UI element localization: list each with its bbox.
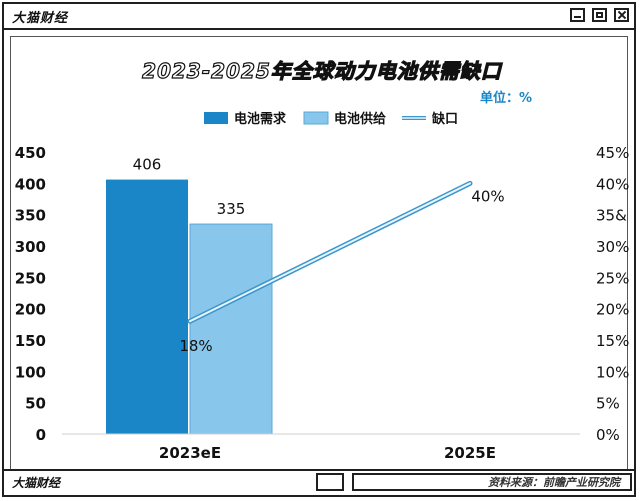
unit-label: 单位：% — [480, 90, 532, 106]
bottom-title: 大猫财经 — [12, 476, 61, 490]
chart: 2023-2025年全球动力电池供需缺口 单位：% 电池需求 电池供给 缺口 0 50… — [15, 58, 630, 462]
right-tick-label: 45% — [596, 144, 629, 162]
left-tick-label: 350 — [15, 207, 46, 225]
right-tick-label: 5% — [596, 395, 620, 413]
bottom-box-small — [316, 473, 344, 491]
app-title: 大猫财经 — [12, 11, 69, 26]
bar-demand — [106, 179, 188, 434]
right-tick-label: 0% — [596, 426, 620, 444]
right-tick-label: 35& — [596, 207, 627, 225]
right-tick-label: 15% — [596, 332, 629, 350]
right-tick-label: 20% — [596, 301, 629, 319]
gap-line — [189, 182, 471, 323]
right-tick-label: 30% — [596, 238, 629, 256]
left-tick-label: 250 — [15, 269, 46, 287]
line-data-label: 40% — [471, 187, 504, 205]
maximize-button[interactable] — [592, 8, 607, 22]
left-tick-label: 300 — [15, 238, 46, 256]
bottom-box-wide — [352, 473, 632, 491]
bar-supply — [189, 223, 273, 435]
close-button[interactable] — [614, 8, 629, 22]
x-tick-label: 2025E — [444, 444, 496, 462]
left-tick-label: 150 — [15, 332, 46, 350]
left-tick-label: 450 — [15, 144, 46, 162]
left-tick-label: 200 — [15, 301, 46, 319]
right-tick-label: 40% — [596, 175, 629, 193]
right-axis: 0% 5% 10% 15% 20% 25% 30% 35&40% 45% — [596, 144, 629, 444]
x-tick-label: 2023eE — [159, 444, 221, 462]
bar-data-label: 335 — [217, 200, 246, 218]
left-tick-label: 400 — [15, 175, 46, 193]
title-bar: 大猫财经 — [4, 4, 634, 30]
legend-swatch — [204, 112, 228, 124]
left-tick-label: 0 — [36, 426, 46, 444]
right-tick-label: 10% — [596, 363, 629, 381]
legend: 电池需求 电池供给 缺口 — [204, 111, 458, 127]
legend-label: 电池需求 — [234, 111, 287, 127]
minimize-button[interactable] — [570, 8, 585, 22]
source-text: 资料来源：前瞻产业研究院 — [488, 476, 620, 489]
line-data-label: 18% — [179, 337, 212, 355]
legend-label: 电池供给 — [334, 111, 386, 127]
right-tick-label: 25% — [596, 269, 629, 287]
legend-label: 缺口 — [431, 111, 458, 127]
left-tick-label: 100 — [15, 363, 46, 381]
legend-swatch — [303, 111, 329, 125]
bottom-bar: 大猫财经 资料来源：前瞻产业研究院 — [4, 469, 634, 495]
x-axis: 2023eE 2025E — [62, 433, 580, 462]
left-tick-label: 50 — [25, 395, 46, 413]
window-frame: 大猫财经 2023-2025年全球动力电池供需缺口 单位：% 电池需求 电池供给 缺… — [2, 2, 636, 497]
chart-title: 2023-2025年全球动力电池供需缺口 — [142, 59, 503, 83]
bar-data-label: 406 — [133, 156, 162, 174]
left-axis: 0 50 100 150 200 250 300 350 400 450 — [15, 144, 46, 444]
bars: 406 335 — [106, 156, 273, 435]
line-series: 18% 40% — [179, 180, 505, 355]
